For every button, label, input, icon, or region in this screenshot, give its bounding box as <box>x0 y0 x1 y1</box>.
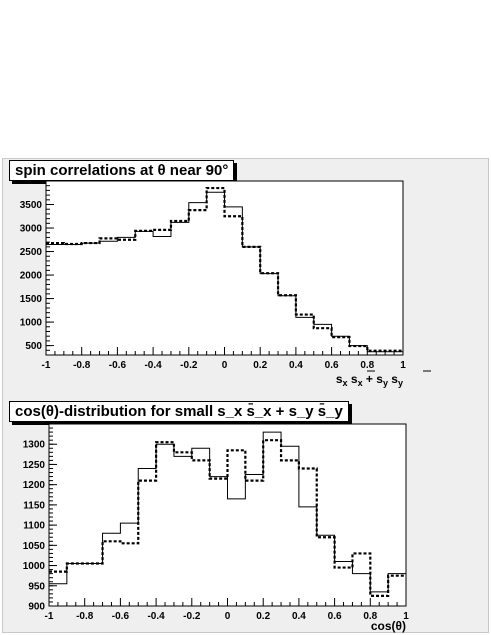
chart2-title-text: cos(θ)-distribution for small s_x s̄_x +… <box>15 403 343 420</box>
chart2-x-tick-label: 0.6 <box>328 611 342 622</box>
chart2-y-tick-label: 1100 <box>23 521 45 532</box>
chart2-y-tick-label: 1050 <box>23 541 46 552</box>
chart1-series-dashed <box>46 186 403 352</box>
chart1-y-tick-label: 1500 <box>20 294 43 305</box>
chart1-x-tick-label: 0.8 <box>360 360 374 371</box>
chart2-x-tick-label: 0 <box>225 611 231 622</box>
chart2-y-tick-label: 1000 <box>23 561 46 572</box>
chart1-x-tick-label: 0.4 <box>289 360 303 371</box>
chart1-title: spin correlations at θ near 90° <box>9 160 235 181</box>
chart1-x-tick-label: 0 <box>222 360 228 371</box>
chart1-x-tick-label: 0.2 <box>253 360 267 371</box>
chart2-x-tick-label: -0.4 <box>147 611 165 622</box>
chart1-x-tick-label: -0.2 <box>180 360 198 371</box>
chart2-y-tick-label: 1200 <box>23 480 46 491</box>
chart2-x-tick-label: 1 <box>403 611 409 622</box>
chart2-y-tick-label: 900 <box>28 602 45 613</box>
chart2-series-solid <box>49 431 406 593</box>
chart1-x-tick-label: -0.4 <box>144 360 162 371</box>
chart2-y-tick-label: 1150 <box>23 500 45 511</box>
chart1-y-tick-label: 2500 <box>20 247 43 258</box>
chart2-y-tick-label: 1300 <box>23 440 46 451</box>
chart1-x-axis-label: sx sx + sy sy <box>336 372 403 388</box>
chart1-x-tick-label: -1 <box>42 360 51 371</box>
chart1-y-tick-label: 2000 <box>20 271 43 282</box>
chart2-title: cos(θ)-distribution for small s_x s̄_x +… <box>9 401 349 422</box>
chart2-x-axis-label: cos(θ) <box>371 619 406 633</box>
chart1-y-tick-label: 1000 <box>20 318 43 329</box>
chart1-x-tick-label: 1 <box>400 360 406 371</box>
chart1-x-tick-label: -0.8 <box>73 360 91 371</box>
chart1-title-text: spin correlations at θ near 90° <box>15 162 229 179</box>
chart2-y-tick-label: 950 <box>28 581 45 592</box>
chart1-x-tick-label: 0.6 <box>325 360 339 371</box>
chart2-x-tick-label: 0.8 <box>363 611 377 622</box>
chart1-y-tick-label: 3000 <box>20 224 43 235</box>
chart2-x-tick-label: 0.4 <box>292 611 306 622</box>
chart2-x-tick-label: -0.8 <box>76 611 94 622</box>
chart2-series-dashed <box>49 439 406 597</box>
chart2-x-tick-label: -0.6 <box>112 611 130 622</box>
chart2-x-tick-label: 0.2 <box>256 611 270 622</box>
chart1-y-tick-label: 3500 <box>20 200 43 211</box>
chart1-y-tick-label: 500 <box>25 341 42 352</box>
chart2-y-tick-label: 1250 <box>23 460 46 471</box>
chart1-x-tick-label: -0.6 <box>109 360 127 371</box>
chart2-x-tick-label: -0.2 <box>183 611 201 622</box>
chart2-x-tick-label: -1 <box>45 611 54 622</box>
